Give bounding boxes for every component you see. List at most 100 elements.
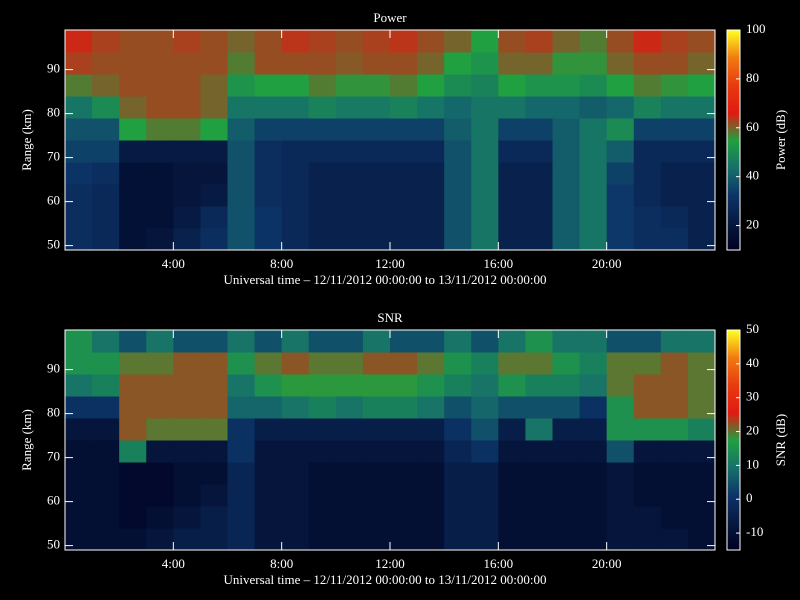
- heatmap-cell: [92, 330, 120, 353]
- heatmap-cell: [390, 228, 418, 251]
- heatmap-cell: [579, 418, 608, 441]
- heatmap-cell: [687, 506, 716, 529]
- x-tick-label: 20:00: [592, 556, 622, 571]
- heatmap-cell: [119, 418, 147, 441]
- heatmap-cell: [146, 528, 174, 551]
- colorbar-swatch: [727, 172, 740, 175]
- heatmap-cell: [471, 462, 499, 485]
- colorbar-swatch: [727, 184, 740, 187]
- heatmap-cell: [335, 418, 364, 441]
- heatmap-cell: [119, 30, 147, 53]
- colorbar-swatch: [727, 374, 740, 377]
- colorbar-swatch: [727, 96, 740, 99]
- colorbar-swatch: [727, 430, 740, 433]
- heatmap-cell: [606, 118, 635, 141]
- colorbar-swatch: [727, 388, 740, 391]
- heatmap-cell: [444, 374, 472, 397]
- heatmap-cell: [390, 396, 418, 419]
- heatmap-cell: [660, 396, 689, 419]
- heatmap-cell: [525, 396, 553, 419]
- heatmap-cell: [606, 96, 635, 119]
- colorbar-swatch: [727, 462, 740, 465]
- heatmap-cell: [525, 74, 553, 97]
- colorbar-swatch: [727, 58, 740, 61]
- colorbar-tick-label: 100: [746, 21, 766, 36]
- heatmap-cell: [552, 506, 581, 529]
- heatmap-cell: [552, 462, 581, 485]
- heatmap-cell: [65, 418, 93, 441]
- colorbar-swatch: [727, 544, 740, 547]
- heatmap-cell: [579, 396, 608, 419]
- colorbar-swatch: [727, 216, 740, 219]
- colorbar-swatch: [727, 440, 740, 443]
- heatmap-cell: [200, 140, 228, 163]
- heatmap-cell: [552, 162, 581, 185]
- heatmap-cell: [200, 184, 228, 207]
- colorbar-swatch: [727, 438, 740, 441]
- colorbar-swatch: [727, 532, 740, 535]
- heatmap-cell: [444, 30, 472, 53]
- heatmap-cell: [119, 206, 147, 229]
- colorbar-swatch: [727, 46, 740, 49]
- heatmap-cell: [498, 30, 526, 53]
- heatmap-cell: [254, 330, 283, 353]
- heatmap-cell: [65, 462, 93, 485]
- colorbar-swatch: [727, 226, 740, 229]
- heatmap-cell: [444, 462, 472, 485]
- heatmap-cell: [390, 440, 418, 463]
- heatmap-cell: [173, 462, 201, 485]
- x-axis-label: Universal time – 12/11/2012 00:00:00 to …: [224, 572, 547, 587]
- colorbar-swatch: [727, 90, 740, 93]
- colorbar-swatch: [727, 508, 740, 511]
- colorbar-swatch: [727, 210, 740, 213]
- x-tick-label: 12:00: [375, 556, 405, 571]
- heatmap-cell: [227, 352, 256, 375]
- colorbar-swatch: [727, 330, 740, 333]
- heatmap-cell: [119, 162, 147, 185]
- heatmap-cell: [335, 118, 364, 141]
- heatmap-cell: [65, 330, 93, 353]
- colorbar-swatch: [727, 536, 740, 539]
- colorbar-swatch: [727, 78, 740, 81]
- colorbar-swatch: [727, 454, 740, 457]
- heatmap-cell: [606, 30, 635, 53]
- heatmap-cell: [254, 352, 283, 375]
- heatmap-cell: [335, 352, 364, 375]
- heatmap-cell: [362, 30, 391, 53]
- heatmap-cell: [92, 462, 120, 485]
- y-tick-label: 60: [47, 493, 60, 508]
- colorbar-swatch: [727, 68, 740, 71]
- colorbar-swatch: [727, 340, 740, 343]
- heatmap-cell: [92, 162, 120, 185]
- heatmap-cell: [308, 374, 337, 397]
- colorbar-swatch: [727, 518, 740, 521]
- heatmap-cell: [444, 440, 472, 463]
- colorbar-swatch: [727, 248, 740, 251]
- heatmap-cell: [254, 484, 283, 507]
- colorbar-swatch: [727, 456, 740, 459]
- heatmap-cell: [308, 462, 337, 485]
- heatmap-cell: [65, 396, 93, 419]
- heatmap-cell: [660, 484, 689, 507]
- heatmap-cell: [525, 374, 553, 397]
- colorbar-swatch: [727, 392, 740, 395]
- heatmap-cell: [606, 52, 635, 75]
- heatmap-cell: [417, 30, 445, 53]
- heatmap-cell: [579, 30, 608, 53]
- colorbar-swatch: [727, 492, 740, 495]
- heatmap-cell: [92, 396, 120, 419]
- heatmap-cell: [525, 418, 553, 441]
- heatmap-cell: [471, 118, 499, 141]
- colorbar-swatch: [727, 460, 740, 463]
- heatmap-cell: [633, 330, 662, 353]
- heatmap-cell: [119, 440, 147, 463]
- heatmap-cell: [660, 462, 689, 485]
- heatmap-cell: [498, 484, 526, 507]
- colorbar-swatch: [727, 150, 740, 153]
- heatmap-cell: [660, 440, 689, 463]
- heatmap-cell: [362, 440, 391, 463]
- colorbar-swatch: [727, 348, 740, 351]
- heatmap-cell: [119, 484, 147, 507]
- heatmap-cell: [633, 484, 662, 507]
- heatmap-cell: [660, 330, 689, 353]
